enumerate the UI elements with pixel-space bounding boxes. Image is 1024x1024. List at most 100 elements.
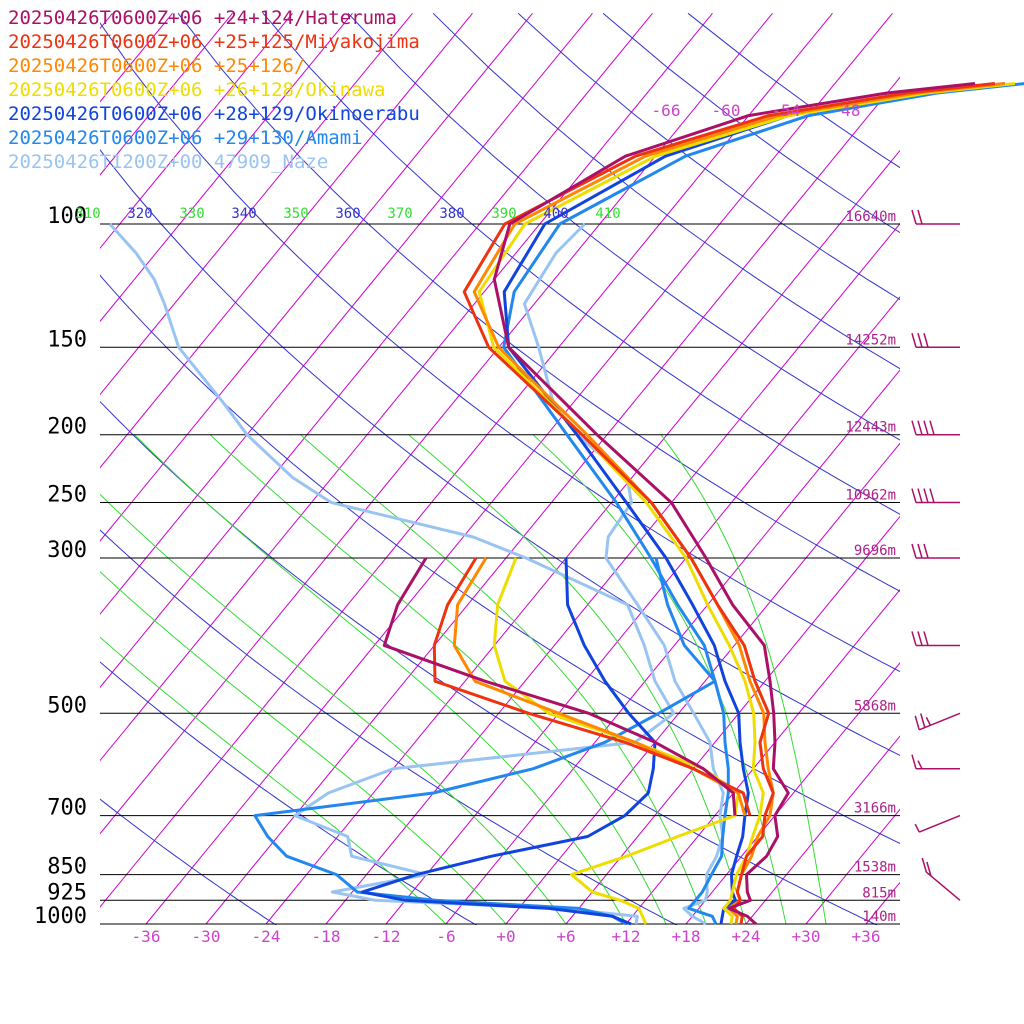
wind-barb-flag <box>917 420 923 435</box>
wind-barb-flag <box>925 716 932 726</box>
wind-barb-shaft <box>925 871 961 901</box>
theta-label: 310 <box>75 206 100 222</box>
dewpoint-line <box>432 557 752 817</box>
height-label: 14252m <box>845 332 896 348</box>
dry-adiabat-line <box>100 22 900 673</box>
pressure-label: 300 <box>47 538 87 563</box>
theta-label: 340 <box>231 206 256 222</box>
wind-barb-flag <box>926 861 932 877</box>
pressure-label: 700 <box>47 796 87 821</box>
temperature-line <box>477 82 1016 925</box>
isotherm-line <box>445 369 900 925</box>
wind-barb <box>911 209 960 225</box>
wind-barbs <box>911 209 961 901</box>
theta-label: 400 <box>543 206 568 222</box>
height-label: 3166m <box>854 801 896 817</box>
pressure-label: 925 <box>47 880 87 905</box>
temperature-tick-label: +36 <box>852 927 881 946</box>
temperature-tick-label: +12 <box>612 927 641 946</box>
temperature-tick-label: -30 <box>192 927 221 946</box>
isotherm-line <box>625 588 900 925</box>
wind-barb-flag <box>923 420 929 435</box>
dry-adiabat-line <box>100 661 478 925</box>
isotherm-line <box>100 12 533 542</box>
legend-entry: 20250426T1200Z+00 47909_Naze <box>8 151 328 173</box>
pressure-label: 500 <box>47 693 87 718</box>
height-label: 9696m <box>854 543 896 559</box>
dewpoint-line <box>108 222 676 925</box>
moist-adiabat-line <box>408 434 747 925</box>
isotherm-grid <box>100 12 900 925</box>
moist-adiabat-line <box>100 571 507 925</box>
isotherm-line <box>205 76 900 925</box>
pressure-label: 850 <box>47 855 87 880</box>
temperature-tick-label: -18 <box>312 927 341 946</box>
wind-barb-flag <box>914 823 920 833</box>
wind-barb <box>911 333 960 349</box>
wind-barb-flag <box>917 488 923 503</box>
upper-isotherm-label: -48 <box>832 101 861 120</box>
temperature-tick-label: +24 <box>732 927 761 946</box>
pressure-label: 150 <box>47 327 87 352</box>
wind-barb-shaft <box>918 814 961 833</box>
wind-barb-flag <box>923 543 929 559</box>
moist-adiabat-line <box>660 434 827 925</box>
temperature-tick-label: +6 <box>556 927 575 946</box>
wind-barb-flag <box>923 333 929 348</box>
theta-label: 350 <box>283 206 308 222</box>
isotherm-line <box>100 12 833 908</box>
pressure-label: 100 <box>47 204 87 229</box>
temperature-tick-label: +0 <box>496 927 515 946</box>
theta-label: 380 <box>439 206 464 222</box>
dewpoint-line <box>360 557 657 926</box>
height-label: 10962m <box>845 488 896 504</box>
height-label: 16640m <box>845 209 896 225</box>
dry-adiabat-line <box>100 400 878 925</box>
isotherm-line <box>100 12 413 396</box>
wind-barb <box>911 543 960 559</box>
dry-adiabat-line <box>100 798 277 925</box>
moist-adiabat-line <box>100 493 567 925</box>
wind-barb-flag <box>917 631 923 646</box>
wind-barb <box>914 712 961 731</box>
wind-barb-flag <box>914 715 920 730</box>
isotherm-line <box>100 12 473 469</box>
theta-label: 330 <box>179 206 204 222</box>
upper-isotherm-label: -60 <box>712 101 741 120</box>
wind-barb-flag <box>921 857 928 873</box>
wind-barb-flag <box>911 631 917 646</box>
isotherm-line <box>385 296 900 925</box>
wind-barb-flag <box>917 209 923 225</box>
temperature-tick-label: -6 <box>436 927 455 946</box>
upper-isotherm-label: -66 <box>652 101 681 120</box>
isotherm-line <box>805 808 900 925</box>
upper-isotherm-label: -54 <box>772 101 801 120</box>
height-label: 815m <box>862 885 896 901</box>
temperature-tick-label: -12 <box>372 927 401 946</box>
legend-entry: 20250426T0600Z+06 +29+130/Amami <box>8 127 363 149</box>
wind-barb-flag <box>920 713 926 728</box>
dry-adiabat-grid <box>100 12 900 925</box>
theta-label: 320 <box>127 206 152 222</box>
isotherm-line <box>325 222 900 925</box>
wind-barb-flag <box>917 760 923 770</box>
height-label: 1538m <box>854 860 896 876</box>
theta-label: 390 <box>491 206 516 222</box>
theta-label: 370 <box>387 206 412 222</box>
wind-barb-flag <box>917 333 923 348</box>
moist-adiabat-line <box>209 434 667 925</box>
dry-adiabat-line <box>347 12 900 441</box>
moist-adiabat-line <box>134 434 627 925</box>
pressure-label: 1000 <box>34 904 87 929</box>
sounding-series <box>108 82 1024 926</box>
temperature-tick-label: +30 <box>792 927 821 946</box>
temperature-tick-label: -36 <box>132 927 161 946</box>
wind-barb <box>911 420 960 436</box>
wind-barb-flag <box>917 543 923 559</box>
dry-adiabat-line <box>100 529 678 925</box>
legend-entry: 20250426T0600Z+06 +25+126/ <box>8 55 305 77</box>
temperature-line <box>492 82 976 926</box>
wind-barb <box>921 857 961 901</box>
temperature-tick-label: -24 <box>252 927 281 946</box>
